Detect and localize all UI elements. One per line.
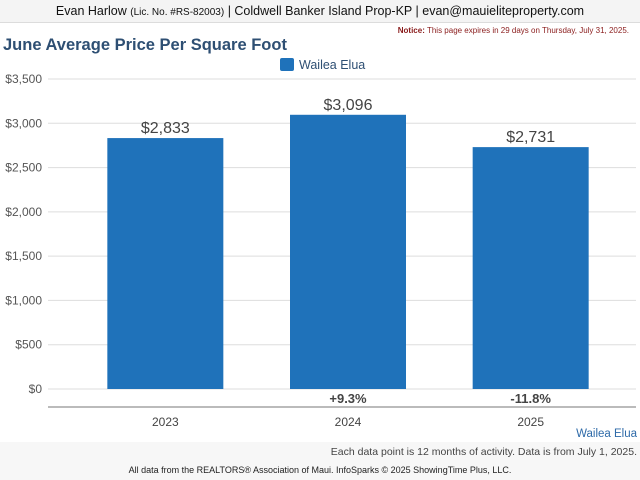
copyright: All data from the REALTORS® Association … xyxy=(128,465,512,475)
x-tick-label: 2023 xyxy=(152,415,179,429)
y-tick-label: $1,500 xyxy=(5,249,42,263)
notice-text: This page expires in 29 days on Thursday… xyxy=(426,26,629,35)
series-caption-and-footnote: Wailea Elua Each data point is 12 months… xyxy=(330,428,637,458)
y-tick-label: $2,500 xyxy=(5,161,42,175)
legend-item-wailea-elua[interactable]: Wailea Elua xyxy=(280,58,365,72)
footer-band xyxy=(0,442,640,480)
y-tick-label: $3,500 xyxy=(5,72,42,86)
y-tick-label: $500 xyxy=(15,338,42,352)
expiry-notice: Notice: This page expires in 29 days on … xyxy=(398,26,629,35)
y-tick-label: $0 xyxy=(29,382,43,396)
notice-label: Notice: xyxy=(397,26,425,35)
change-label: -11.8% xyxy=(510,391,551,406)
x-tick-label: 2024 xyxy=(335,415,362,429)
axes: $0 $500 $1,000 $1,500 $2,000 $2,500 $3,000 $3,5… xyxy=(5,72,636,429)
legend[interactable]: Wailea Elua xyxy=(280,58,365,72)
x-tick-label: 2025 xyxy=(517,415,544,429)
bar xyxy=(290,114,406,389)
agent-header-bar: Evan Harlow (Lic. No. #RS-82003) | Coldw… xyxy=(0,0,640,23)
data-labels: $2,833 $3,096 +9.3% $2,731 -11.8% xyxy=(141,97,555,406)
bar-value-label: $2,833 xyxy=(141,120,190,137)
agent-name: Evan Harlow xyxy=(55,4,127,18)
bar xyxy=(107,138,224,389)
bar-value-label: $3,096 xyxy=(324,97,373,114)
bar-value-label: $2,731 xyxy=(506,129,555,146)
y-tick-label: $2,000 xyxy=(5,205,42,219)
chart-title: June Average Price Per Square Foot xyxy=(3,36,287,54)
data-footnote: Each data point is 12 months of activity… xyxy=(330,446,637,458)
legend-swatch xyxy=(280,58,294,71)
y-tick-label: $1,000 xyxy=(5,293,42,307)
change-label: +9.3% xyxy=(329,391,367,406)
legend-label: Wailea Elua xyxy=(299,58,365,72)
series-caption: Wailea Elua xyxy=(576,428,637,440)
bars xyxy=(107,114,589,389)
bar xyxy=(472,147,589,389)
agent-license: (Lic. No. #RS-82003) xyxy=(130,7,225,18)
bar-chart: $2,833 $3,096 +9.3% $2,731 -11.8% $0 $500 $1,0… xyxy=(5,58,636,429)
y-tick-label: $3,000 xyxy=(5,116,42,130)
agent-contact: | Coldwell Banker Island Prop-KP | evan@… xyxy=(227,4,585,18)
